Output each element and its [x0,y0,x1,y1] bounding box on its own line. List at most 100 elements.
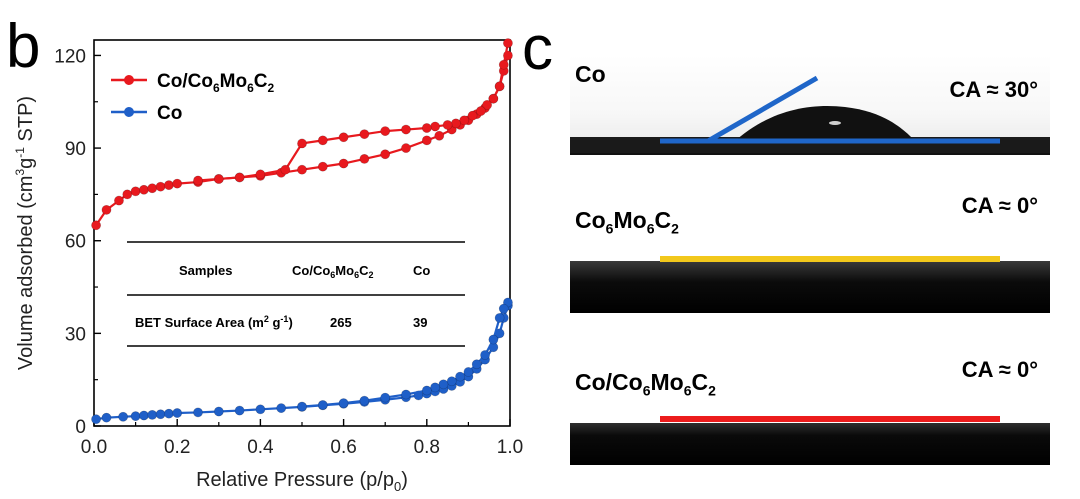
water-droplet [735,105,915,141]
data-point-co-co6mo6c2 [155,181,166,192]
data-point-co-co6mo6c2 [147,183,158,194]
substrate-dark [570,261,1050,313]
contact-baseline [660,256,1000,262]
y-tick-label: 30 [65,324,86,345]
data-point-co-co6mo6c2 [359,153,370,164]
y-axis-label: Volume adsorbed (cm3g-1 STP) [13,96,37,370]
data-point-co-co6mo6c2 [122,189,133,200]
data-point-co [317,400,328,410]
data-point-co-co6mo6c2 [338,132,349,143]
data-point-co [463,367,474,377]
substrate-dark [570,423,1050,465]
data-point-co [438,379,449,390]
sample-label-co-co6mo6c2: Co/Co6Mo6C2 [575,369,716,399]
data-point-co [297,401,307,412]
data-point-co [255,404,266,415]
data-point-co [421,385,432,396]
data-point-co-co6mo6c2 [280,164,291,175]
droplet-highlight [829,121,841,125]
legend-entry-co-co6mo6c2: Co/Co6Mo6C2 [111,71,274,95]
legend-label-co-co6mo6c2: Co/Co6Mo6C2 [157,71,274,95]
data-point-co-co6mo6c2 [503,38,513,48]
data-point-co-co6mo6c2 [297,138,307,149]
ticks-layer: 0.0 0.2 0.4 0.6 0.8 1.0 0 30 60 90 120 [54,46,523,458]
x-tick-label: 1.0 [497,437,523,458]
data-point-co-co6mo6c2 [380,149,391,160]
data-point-co [139,410,149,421]
panel-b: b 0.0 0.2 0.4 0.6 0.8 1.0 0 30 60 90 120 Volume ad… [6,12,523,495]
table-row-label: BET Surface Area (m2 g-1) [135,314,293,330]
data-point-co [430,382,441,393]
table-header-co-co6mo6c2: Co/Co6Mo6C2 [292,263,374,280]
data-point-co [338,398,349,409]
data-point-co [163,408,174,419]
panel-c: c Co CA ≈ 30° Co6Mo6C2 CA ≈ 0° Co/Co6Mo6… [520,0,1080,499]
data-point-co-co6mo6c2 [317,135,328,146]
data-point-co-co6mo6c2 [234,172,245,183]
data-point-co-co6mo6c2 [467,110,478,121]
sample-label-co6mo6c2: Co6Mo6C2 [575,207,679,237]
data-point-co-co6mo6c2 [338,158,349,169]
data-point-co-co6mo6c2 [475,106,486,116]
x-tick-label: 0.6 [330,437,356,458]
data-point-co [471,359,482,370]
data-point-co [359,395,370,406]
x-tick-label: 0.2 [164,437,190,458]
data-point-co [130,411,141,422]
data-point-co [118,411,129,422]
data-point-co [91,414,101,425]
x-axis-label: Relative Pressure (p/p0) [196,469,408,494]
sample-label-co: Co [575,61,606,87]
data-point-co [155,409,166,420]
x-tick-label: 0.0 [81,437,107,458]
legend: Co/Co6Mo6C2 Co [111,71,274,124]
legend-label-co: Co [157,103,182,124]
data-point-co-co6mo6c2 [430,121,441,132]
data-point-co [488,334,499,345]
contact-angle-photo-co-co6mo6c2: Co/Co6Mo6C2 CA ≈ 0° [570,315,1050,465]
data-point-co-co6mo6c2 [442,120,453,130]
panel-b-letter: b [6,12,41,81]
contact-angle-photo-co6mo6c2: Co6Mo6C2 CA ≈ 0° [570,155,1050,313]
table-header-co: Co [413,263,430,278]
ca-value-co-co6mo6c2: CA ≈ 0° [961,357,1038,382]
data-point-co [401,389,411,400]
data-point-co-co6mo6c2 [482,99,493,110]
data-point-co-co6mo6c2 [317,161,328,172]
data-point-co [455,371,465,382]
isotherm-chart: 0.0 0.2 0.4 0.6 0.8 1.0 0 30 60 90 120 Volume adso… [13,38,523,494]
panel-c-letter: c [522,14,553,83]
droplet-scene [570,75,1050,153]
contact-angle-tangent [706,75,819,144]
data-point-co-co6mo6c2 [163,180,174,191]
data-point-co [380,392,391,403]
ca-value-co6mo6c2: CA ≈ 0° [961,193,1038,218]
plot-frame [93,39,511,427]
ca-value-co: CA ≈ 30° [949,77,1038,102]
table-header-samples: Samples [179,263,232,278]
data-point-co [147,409,158,420]
data-point-co-co6mo6c2 [459,115,470,126]
table-value-co: 39 [413,315,427,330]
data-point-co-co6mo6c2 [421,123,432,133]
data-point-co [276,403,287,413]
data-point-co [172,408,183,418]
data-point-co-co6mo6c2 [193,175,203,186]
data-point-co-co6mo6c2 [91,220,101,231]
data-point-co-co6mo6c2 [172,178,183,189]
series-line-co-co6mo6c2-desorption [197,42,510,182]
y-tick-label: 120 [54,46,86,67]
data-point-co-co6mo6c2 [498,59,509,70]
data-point-co-co6mo6c2 [421,135,432,146]
data-point-co-co6mo6c2 [255,169,266,180]
data-point-co-co6mo6c2 [213,174,224,184]
data-point-co-co6mo6c2 [494,81,505,92]
y-tick-label: 90 [65,139,86,160]
legend-entry-co: Co [111,103,182,124]
data-point-co [480,350,490,360]
table-value-co-co6mo6c2: 265 [330,315,352,330]
data-point-co-co6mo6c2 [380,126,391,136]
data-point-co-co6mo6c2 [359,129,370,140]
data-point-co-co6mo6c2 [130,186,141,197]
series-layer [91,38,513,425]
